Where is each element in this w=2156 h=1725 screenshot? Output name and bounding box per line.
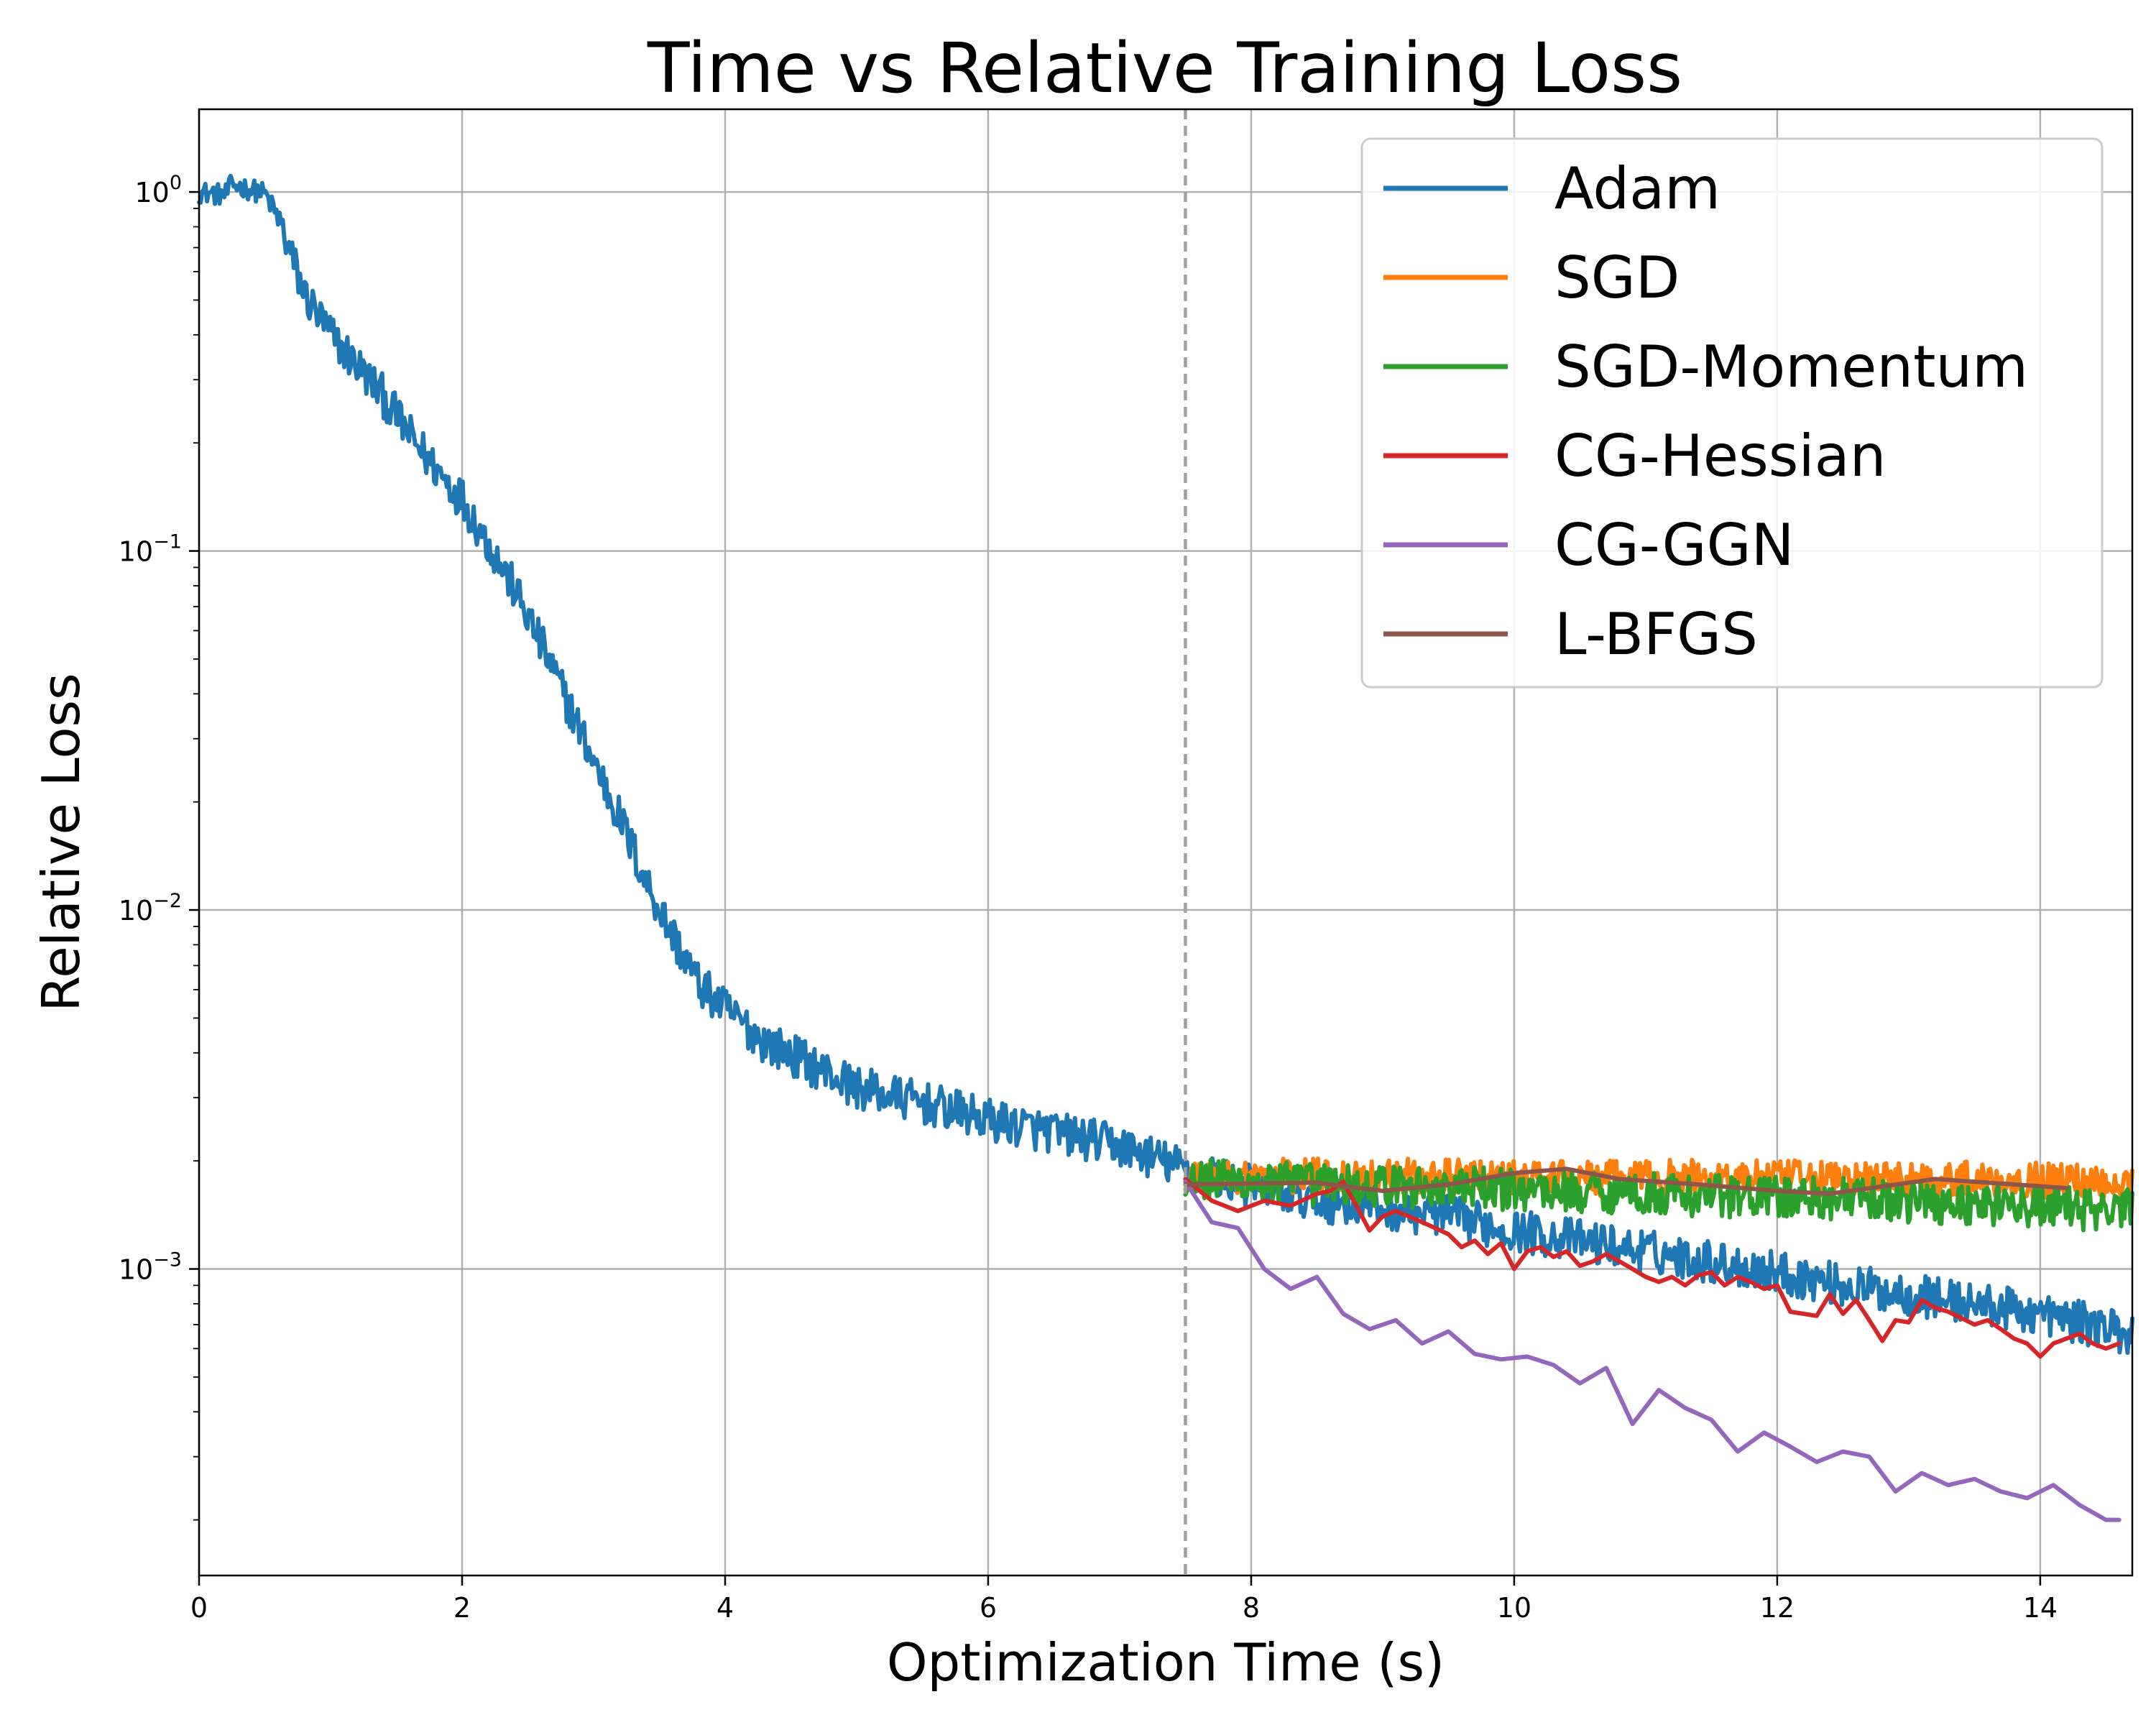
chart-title: Time vs Relative Training Loss [647,28,1682,109]
series-line-cg-ggn [1183,1179,2122,1522]
y-tick-label: 10−2 [119,890,182,926]
x-axis-label: Optimization Time (s) [887,1632,1445,1693]
y-axis-label: Relative Loss [31,673,91,1011]
legend-box [1360,137,2104,689]
x-tick-label: 0 [190,1592,208,1624]
legend-label-l-bfgs: L-BFGS [1554,601,1758,668]
series-line-l-bfgs [1183,1167,2069,1196]
x-tick-label: 6 [980,1592,997,1624]
series-line-adam [197,173,2134,1355]
series-line-cg-hessian [1183,1177,2122,1359]
x-tick-label: 8 [1243,1592,1260,1624]
x-tick-label: 12 [1760,1592,1795,1624]
axis-ticks: 0 2 4 6 8 10 12 14 100 10−1 10−2 10−3 [119,172,2058,1624]
y-tick-label: 10−1 [119,531,182,568]
series-layer [197,173,2134,1522]
x-tick-label: 2 [453,1592,471,1624]
x-tick-label: 14 [2023,1592,2058,1624]
legend-label-sgd: SGD [1554,244,1680,311]
plot-area-frame [198,108,2134,1577]
x-tick-label: 10 [1497,1592,1531,1624]
legend-label-cg-ggn: CG-GGN [1554,512,1794,579]
y-tick-label: 10−3 [119,1249,182,1286]
y-tick-label: 100 [134,172,182,208]
legend-label-sgd-momentum: SGD-Momentum [1554,334,2028,400]
legend-label-adam: Adam [1554,155,1720,222]
legend-label-cg-hessian: CG-Hessian [1554,423,1886,489]
legend: Adam SGD SGD-Momentum CG-Hessian CG-GGN L-BFG… [1360,137,2104,689]
x-tick-label: 4 [717,1592,734,1624]
